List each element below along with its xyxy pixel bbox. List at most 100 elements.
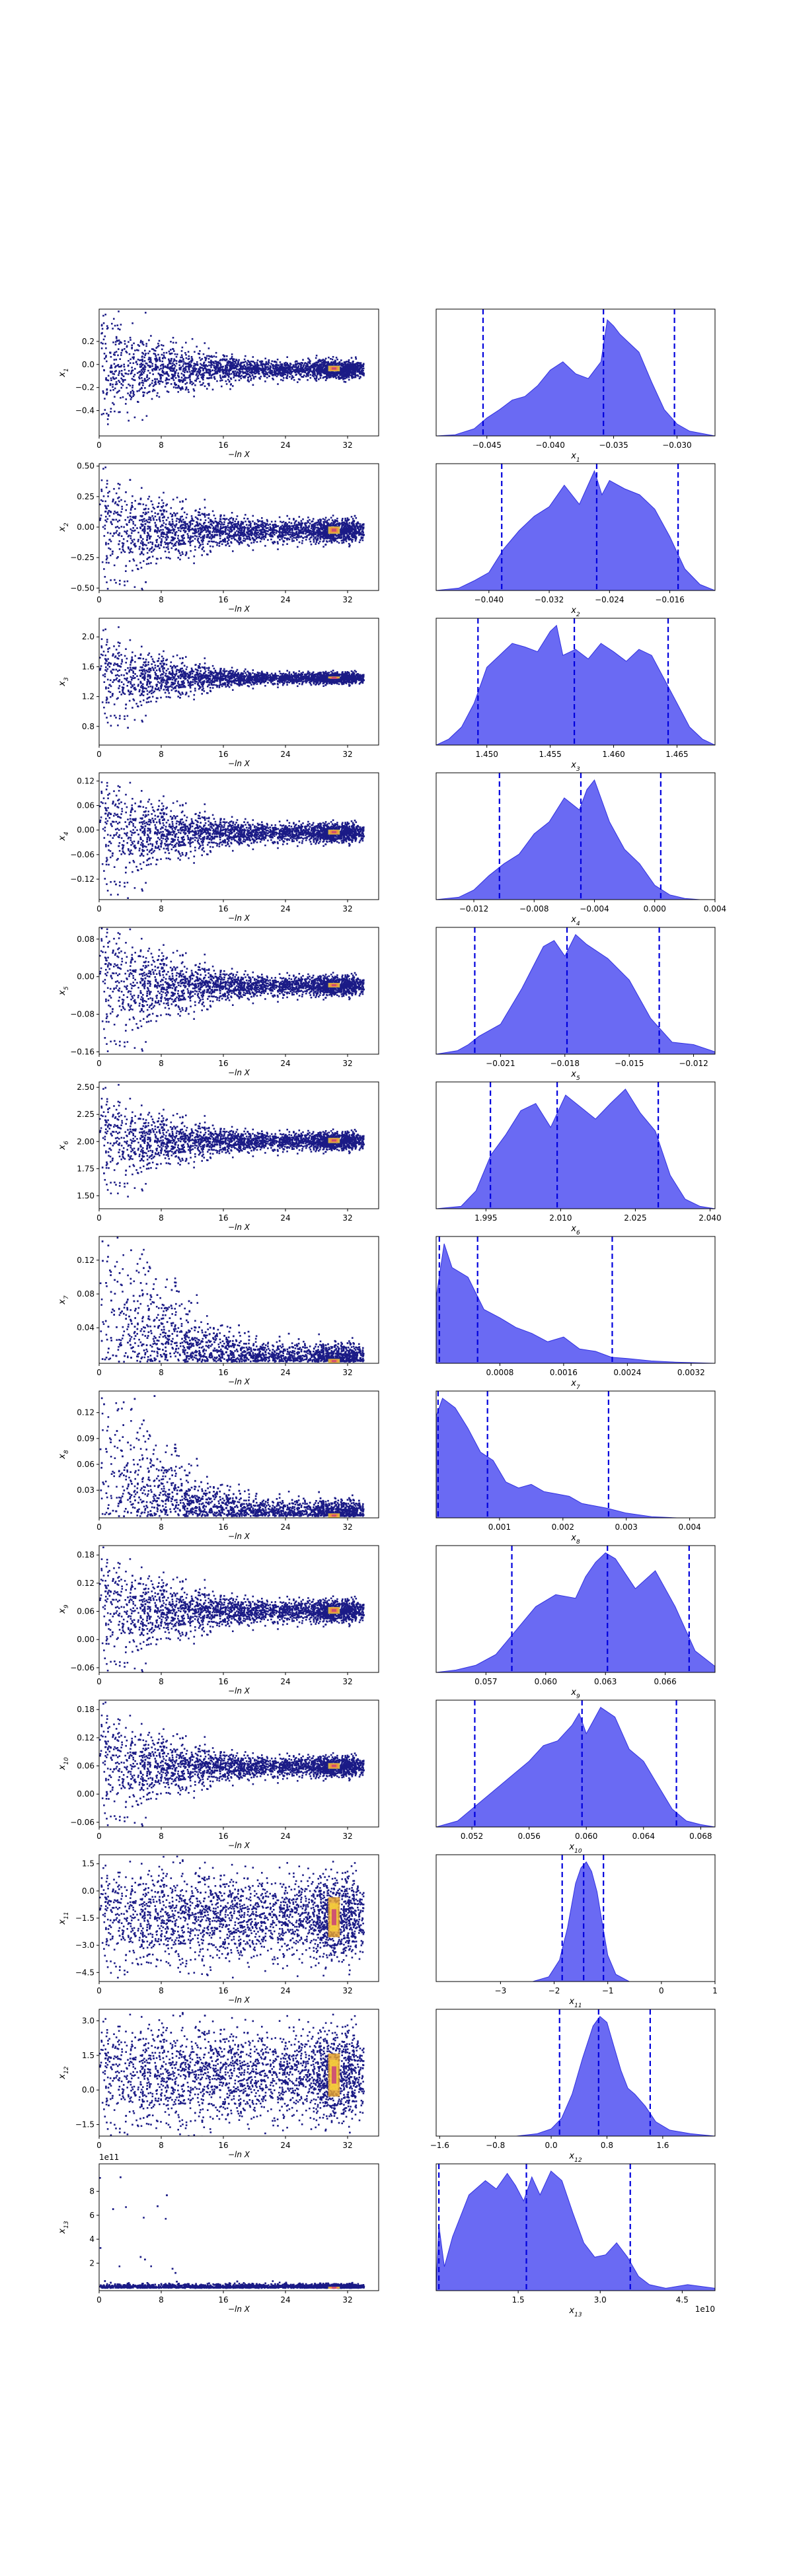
sample-point	[311, 371, 314, 373]
sample-point	[307, 517, 309, 519]
sample-point	[190, 366, 192, 368]
sample-point	[171, 536, 173, 538]
sample-point	[314, 364, 317, 366]
sample-point	[204, 359, 207, 361]
sample-point	[169, 513, 172, 515]
sample-point	[138, 390, 140, 392]
sample-point	[174, 353, 176, 355]
sample-point	[233, 376, 235, 378]
sample-point	[140, 363, 143, 365]
sample-point	[210, 534, 213, 536]
sample-point	[355, 524, 357, 527]
sample-point	[182, 378, 185, 380]
sample-point	[320, 526, 322, 528]
sample-point	[114, 579, 116, 581]
sample-point	[145, 513, 147, 515]
sample-point	[106, 555, 108, 557]
sample-point	[106, 513, 109, 515]
sample-point	[100, 332, 102, 335]
sample-point	[149, 384, 151, 386]
sample-point	[350, 516, 353, 518]
sample-point	[352, 524, 354, 526]
sample-point	[228, 372, 230, 375]
sample-point	[193, 555, 196, 557]
sample-point	[231, 535, 233, 537]
sample-point	[142, 503, 145, 505]
sample-point	[307, 534, 309, 536]
sample-point	[241, 534, 243, 536]
sample-point	[162, 524, 164, 527]
y-tick-label: 0.2	[82, 337, 94, 346]
sample-point	[207, 543, 209, 545]
plot-area	[99, 466, 365, 590]
sample-point	[121, 374, 124, 376]
sample-point	[187, 535, 190, 537]
sample-point	[271, 532, 273, 534]
sample-point	[101, 561, 104, 563]
sample-point	[105, 347, 107, 349]
sample-point	[238, 528, 240, 530]
sample-point	[151, 543, 154, 546]
sample-point	[274, 365, 276, 367]
sample-point	[141, 371, 143, 373]
sample-point	[112, 341, 114, 343]
sample-point	[192, 382, 194, 384]
sample-point	[360, 367, 362, 369]
sample-point	[174, 513, 176, 515]
sample-point	[115, 381, 118, 383]
sample-point	[114, 324, 116, 327]
sample-point	[275, 526, 278, 528]
sample-point	[349, 544, 351, 546]
sample-point	[338, 535, 340, 537]
sample-point	[105, 356, 107, 358]
sample-point	[338, 378, 340, 380]
sample-point	[349, 369, 352, 371]
sample-point	[309, 538, 311, 540]
x-tick-label: 32	[342, 441, 352, 450]
sample-point	[328, 375, 330, 377]
sample-point	[352, 362, 354, 365]
sample-point	[272, 364, 274, 366]
sample-point	[340, 367, 342, 369]
sample-point	[184, 376, 186, 378]
sample-point	[166, 535, 169, 537]
sample-point	[133, 342, 135, 345]
sample-point	[338, 371, 340, 373]
sample-point	[121, 349, 124, 351]
sample-point	[112, 377, 115, 380]
sample-point	[247, 536, 249, 538]
sample-point	[305, 365, 307, 368]
sample-point	[256, 359, 259, 361]
sample-point	[239, 538, 242, 541]
sample-point	[295, 532, 298, 534]
sample-point	[201, 384, 204, 386]
sample-point	[254, 369, 256, 371]
sample-point	[299, 363, 301, 365]
sample-point	[348, 369, 350, 372]
sample-point	[258, 526, 260, 529]
sample-point	[277, 383, 279, 385]
sample-point	[343, 361, 346, 363]
sample-point	[161, 381, 164, 383]
sample-point	[137, 401, 139, 403]
sample-point	[223, 355, 225, 358]
sample-point	[165, 351, 168, 354]
sample-point	[221, 531, 223, 533]
sample-point	[362, 524, 365, 526]
sample-point	[128, 383, 130, 386]
sample-point	[161, 514, 163, 516]
sample-point	[352, 518, 354, 520]
sample-point	[307, 521, 309, 523]
sample-point	[248, 520, 250, 522]
sample-point	[357, 375, 359, 377]
sample-point	[157, 535, 159, 537]
sample-point	[211, 364, 213, 366]
sample-point	[283, 540, 285, 543]
sample-point	[180, 361, 183, 363]
sample-point	[296, 523, 298, 526]
sample-point	[267, 369, 269, 371]
sample-point	[143, 370, 145, 373]
sample-point	[104, 466, 106, 468]
sample-point	[216, 542, 219, 544]
sample-point	[180, 369, 182, 371]
